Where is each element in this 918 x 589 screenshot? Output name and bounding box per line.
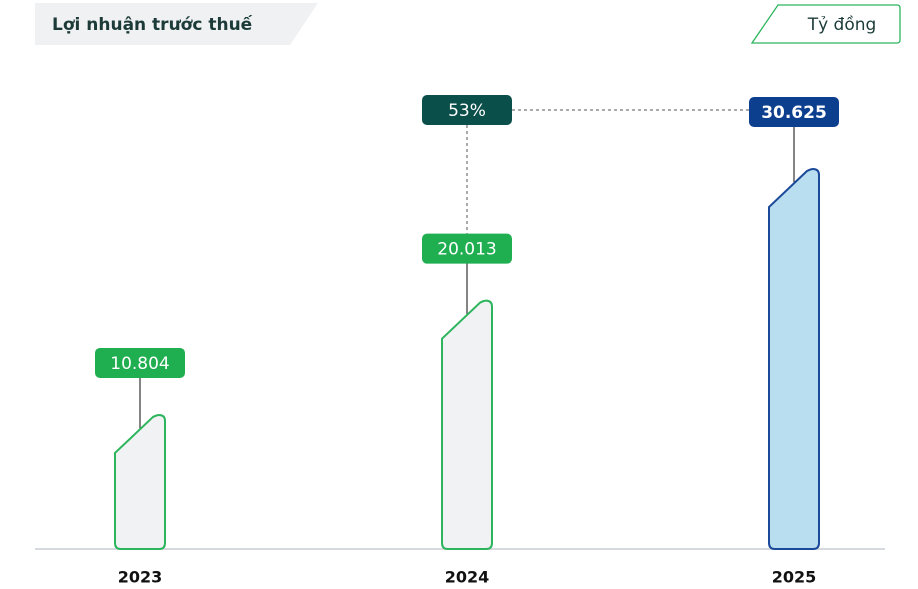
bar	[768, 167, 820, 550]
unit-box	[750, 4, 901, 44]
growth-box	[422, 95, 512, 125]
title-background	[35, 3, 318, 45]
x-tick-label: 2024	[445, 568, 490, 587]
value-label: 30.625	[761, 103, 827, 123]
x-tick-label: 2025	[772, 568, 817, 587]
unit-label: Tỷ đồng	[807, 14, 877, 35]
x-tick-label: 2023	[118, 568, 163, 587]
growth-label: 53%	[448, 101, 486, 121]
bar	[114, 413, 166, 550]
value-label: 10.804	[110, 354, 169, 374]
bar	[441, 299, 493, 550]
value-label-box	[749, 97, 839, 127]
value-label-box	[422, 233, 512, 264]
value-label: 20.013	[437, 240, 496, 260]
chart-title: Lợi nhuận trước thuế	[52, 14, 253, 35]
value-label-box	[95, 347, 185, 378]
